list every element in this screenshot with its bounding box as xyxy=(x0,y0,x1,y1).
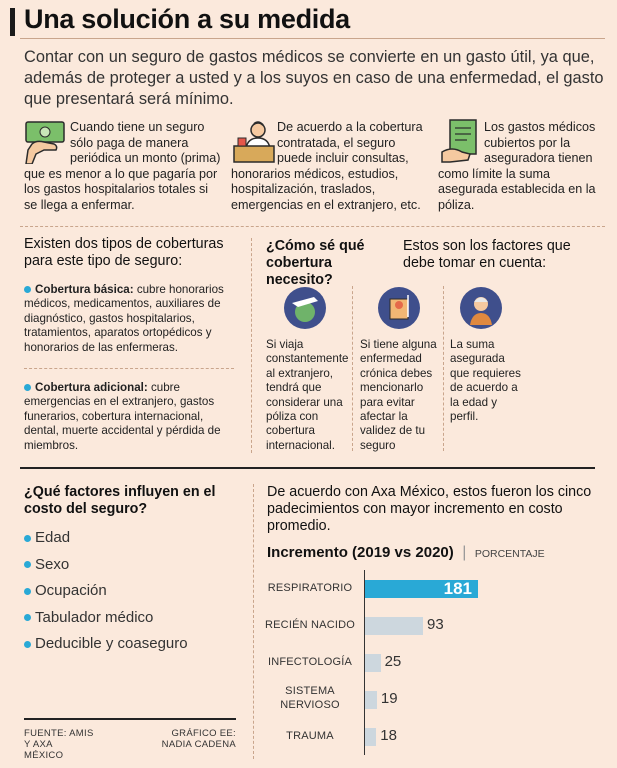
category-label: SISTEMA NERVIOSO xyxy=(280,685,340,711)
money-hand-icon xyxy=(22,118,68,165)
question-subheading: Estos son los factores que debe tomar en… xyxy=(403,238,571,271)
cost-heading: ¿Qué factores influyen en el costo del s… xyxy=(24,484,216,517)
title-accent-bar xyxy=(10,8,15,36)
factor-divider-1 xyxy=(352,286,353,451)
cost-item-age: Edad xyxy=(24,525,244,552)
category-label: INFECTOLOGÍA xyxy=(267,656,353,668)
category-label: RESPIRATORIO xyxy=(267,582,353,594)
factor-1-text: Si viaja constantemente al extranjero, t… xyxy=(266,338,349,452)
bar xyxy=(365,654,381,672)
doctor-icon xyxy=(232,118,276,164)
bullet-icon xyxy=(24,286,31,294)
factor-3-text: La suma asegurada que requieres de acuer… xyxy=(450,338,521,424)
cost-item-tabulator: Tabulador médico xyxy=(24,605,244,632)
value-label: 19 xyxy=(380,690,398,707)
cost-list: Edad Sexo Ocupación Tabulador médico Ded… xyxy=(24,525,244,658)
source-left: FUENTE: AMIS Y AXA MÉXICO xyxy=(24,728,94,761)
category-label: TRAUMA xyxy=(286,730,334,742)
bar xyxy=(365,728,377,746)
value-label: 93 xyxy=(427,616,444,633)
cost-item-occupation: Ocupación xyxy=(24,578,244,605)
travel-globe-icon xyxy=(284,287,326,329)
coverage-divider xyxy=(24,368,234,369)
chart-axis xyxy=(364,570,365,755)
section-divider-middle xyxy=(20,467,595,469)
category-label: RECIÉN NACIDO xyxy=(265,619,355,631)
bar xyxy=(365,691,377,709)
cost-item-sex: Sexo xyxy=(24,552,244,579)
column-1-text: Cuando tiene un seguro sólo paga de mane… xyxy=(24,120,221,212)
factor-2-text: Si tiene alguna enfermedad crónica debes… xyxy=(360,338,437,452)
bullet-icon xyxy=(24,384,31,392)
cost-item-deductible: Deducible y coaseguro xyxy=(24,631,244,658)
value-label: 25 xyxy=(384,653,402,670)
column-3-text: Los gastos médicos cubiertos por la aseg… xyxy=(438,120,596,212)
elderly-person-icon xyxy=(460,287,502,329)
value-label: 181 xyxy=(443,579,472,598)
intro-paragraph: Contar con un seguro de gastos médicos s… xyxy=(24,48,604,108)
factor-divider-2 xyxy=(443,286,444,451)
vertical-divider-bottom xyxy=(253,484,254,759)
section-divider-top xyxy=(20,226,605,227)
chart-subtitle: PORCENTAJE xyxy=(474,548,545,560)
chart-title: Incremento (2019 vs 2020) xyxy=(267,544,454,561)
value-label: 18 xyxy=(380,727,397,744)
source-right: GRÁFICO EE: NADIA CADENA xyxy=(161,728,236,750)
coverage-heading: Existen dos tipos de coberturas para est… xyxy=(24,236,224,269)
page-title: Una solución a su medida xyxy=(24,4,350,34)
question-heading: ¿Cómo sé qué cobertura necesito? xyxy=(266,238,365,288)
title-divider xyxy=(20,38,605,39)
policy-document-icon xyxy=(440,118,484,164)
chronic-illness-icon xyxy=(378,287,420,329)
bar xyxy=(365,580,478,598)
chart-title-row: Incremento (2019 vs 2020) | PORCENTAJE xyxy=(267,544,545,561)
source-divider xyxy=(24,718,236,720)
vertical-divider xyxy=(251,238,252,453)
coverage-basic: Cobertura básica: cubre honorarios médic… xyxy=(24,283,224,354)
bar-chart: RESPIRATORIO 181 RECIÉN NACIDO 93 INFECTOLOG… xyxy=(260,570,605,760)
column-2-text: De acuerdo a la cobertura contratada, el… xyxy=(231,120,423,212)
bar xyxy=(365,617,424,635)
chart-intro: De acuerdo con Axa México, estos fueron … xyxy=(267,484,592,534)
coverage-additional: Cobertura adicional: cubre emergencias e… xyxy=(24,381,221,452)
